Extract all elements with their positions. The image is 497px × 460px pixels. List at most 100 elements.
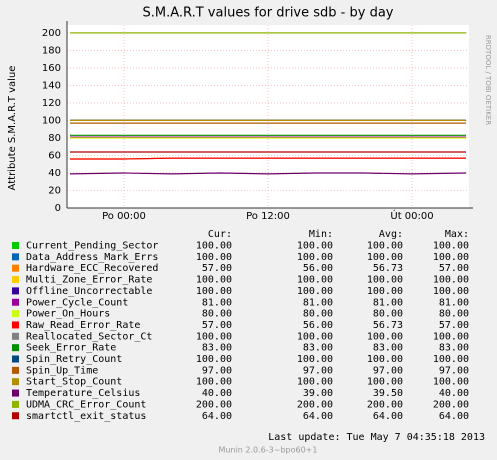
legend-value: 80.00 bbox=[202, 309, 232, 320]
legend-value: 83.00 bbox=[373, 343, 403, 354]
legend-name: Seek_Error_Rate bbox=[26, 343, 116, 354]
legend-swatch bbox=[12, 378, 19, 386]
y-tick-label: 60 bbox=[48, 150, 61, 161]
legend-name: Data_Address_Mark_Errs bbox=[26, 252, 158, 263]
legend-name: Current_Pending_Sector bbox=[26, 241, 158, 252]
legend-value: 64.00 bbox=[373, 411, 403, 422]
legend-value: 100.00 bbox=[297, 286, 333, 297]
footer: Munin 2.0.6-3~bpo60+1 bbox=[219, 446, 318, 455]
side-label: RRDTOOL / TOBI OETIKER bbox=[484, 35, 492, 125]
legend-value: 64.00 bbox=[202, 411, 232, 422]
chart-title: S.M.A.R.T values for drive sdb - by day bbox=[143, 6, 394, 21]
legend-value: 57.00 bbox=[202, 263, 232, 274]
legend-value: 81.00 bbox=[303, 297, 333, 308]
legend-value: 100.00 bbox=[196, 377, 232, 388]
legend-name: Start_Stop_Count bbox=[26, 377, 122, 388]
legend-value: 80.00 bbox=[439, 309, 469, 320]
legend-name: Temperature_Celsius bbox=[26, 388, 140, 399]
y-tick-label: 20 bbox=[48, 185, 61, 196]
legend-value: 40.00 bbox=[202, 388, 232, 399]
legend-value: 100.00 bbox=[196, 354, 232, 365]
legend-value: 100.00 bbox=[297, 252, 333, 263]
legend-swatch bbox=[12, 253, 19, 261]
x-tick-label: Po 00:00 bbox=[102, 211, 146, 222]
y-tick-label: 200 bbox=[42, 28, 61, 39]
legend-swatch bbox=[12, 264, 19, 272]
legend-value: 100.00 bbox=[433, 252, 469, 263]
legend-name: Spin_Retry_Count bbox=[26, 354, 122, 365]
legend-value: 100.00 bbox=[196, 275, 232, 286]
legend-value: 80.00 bbox=[303, 309, 333, 320]
legend-value: 97.00 bbox=[439, 365, 469, 376]
legend-value: 100.00 bbox=[367, 241, 403, 252]
legend-header: Avg: bbox=[379, 229, 403, 240]
legend-value: 81.00 bbox=[373, 297, 403, 308]
legend-name: Raw_Read_Error_Rate bbox=[26, 320, 140, 331]
legend-value: 200.00 bbox=[433, 399, 469, 410]
legend-value: 57.00 bbox=[439, 263, 469, 274]
legend-value: 100.00 bbox=[433, 275, 469, 286]
legend-value: 56.73 bbox=[373, 263, 403, 274]
last-update: Last update: Tue May 7 04:35:18 2013 bbox=[268, 432, 485, 443]
legend-value: 83.00 bbox=[303, 343, 333, 354]
legend-swatch bbox=[12, 366, 19, 374]
legend-value: 200.00 bbox=[196, 399, 232, 410]
y-tick-label: 100 bbox=[42, 115, 61, 126]
legend-name: smartctl_exit_status bbox=[26, 411, 146, 422]
legend-swatch bbox=[12, 332, 19, 340]
y-tick-label: 180 bbox=[42, 45, 61, 56]
legend-name: Reallocated_Sector_Ct bbox=[26, 331, 152, 342]
legend-value: 97.00 bbox=[202, 365, 232, 376]
legend-value: 100.00 bbox=[196, 286, 232, 297]
legend-value: 57.00 bbox=[439, 320, 469, 331]
legend-value: 80.00 bbox=[373, 309, 403, 320]
y-tick-label: 80 bbox=[48, 133, 61, 144]
x-tick-label: Po 12:00 bbox=[246, 211, 290, 222]
legend-value: 57.00 bbox=[202, 320, 232, 331]
legend-swatch bbox=[12, 298, 19, 306]
legend-swatch bbox=[12, 355, 19, 363]
legend-swatch bbox=[12, 400, 19, 408]
legend-value: 100.00 bbox=[367, 331, 403, 342]
legend-name: UDMA_CRC_Error_Count bbox=[26, 399, 146, 410]
legend-value: 39.00 bbox=[303, 388, 333, 399]
legend-value: 100.00 bbox=[297, 331, 333, 342]
legend-name: Multi_Zone_Error_Rate bbox=[26, 275, 152, 286]
legend-value: 56.00 bbox=[303, 263, 333, 274]
legend-name: Offline_Uncorrectable bbox=[26, 286, 152, 297]
legend-value: 100.00 bbox=[433, 286, 469, 297]
legend-value: 100.00 bbox=[367, 275, 403, 286]
legend-value: 200.00 bbox=[367, 399, 403, 410]
legend-value: 100.00 bbox=[196, 252, 232, 263]
legend-value: 100.00 bbox=[367, 377, 403, 388]
legend-value: 100.00 bbox=[196, 241, 232, 252]
legend-value: 40.00 bbox=[439, 388, 469, 399]
y-tick-label: 0 bbox=[55, 203, 61, 214]
legend-swatch bbox=[12, 310, 19, 318]
legend-value: 81.00 bbox=[439, 297, 469, 308]
legend-name: Hardware_ECC_Recovered bbox=[26, 263, 158, 274]
legend-value: 100.00 bbox=[196, 331, 232, 342]
legend-value: 39.50 bbox=[373, 388, 403, 399]
legend-value: 100.00 bbox=[297, 354, 333, 365]
legend-value: 100.00 bbox=[367, 252, 403, 263]
legend-value: 100.00 bbox=[433, 354, 469, 365]
legend-value: 56.00 bbox=[303, 320, 333, 331]
y-tick-label: 40 bbox=[48, 168, 61, 179]
series-line bbox=[69, 172, 467, 175]
legend-swatch bbox=[12, 276, 19, 284]
y-tick-label: 160 bbox=[42, 63, 61, 74]
y-tick-label: 140 bbox=[42, 80, 61, 91]
legend-name: Power_On_Hours bbox=[26, 309, 110, 320]
legend-swatch bbox=[12, 389, 19, 397]
legend-swatch bbox=[12, 321, 19, 329]
legend-value: 64.00 bbox=[439, 411, 469, 422]
legend-value: 100.00 bbox=[433, 331, 469, 342]
legend-value: 83.00 bbox=[202, 343, 232, 354]
legend-value: 83.00 bbox=[439, 343, 469, 354]
legend-value: 100.00 bbox=[297, 377, 333, 388]
legend-value: 97.00 bbox=[373, 365, 403, 376]
legend-header: Max: bbox=[445, 229, 469, 240]
